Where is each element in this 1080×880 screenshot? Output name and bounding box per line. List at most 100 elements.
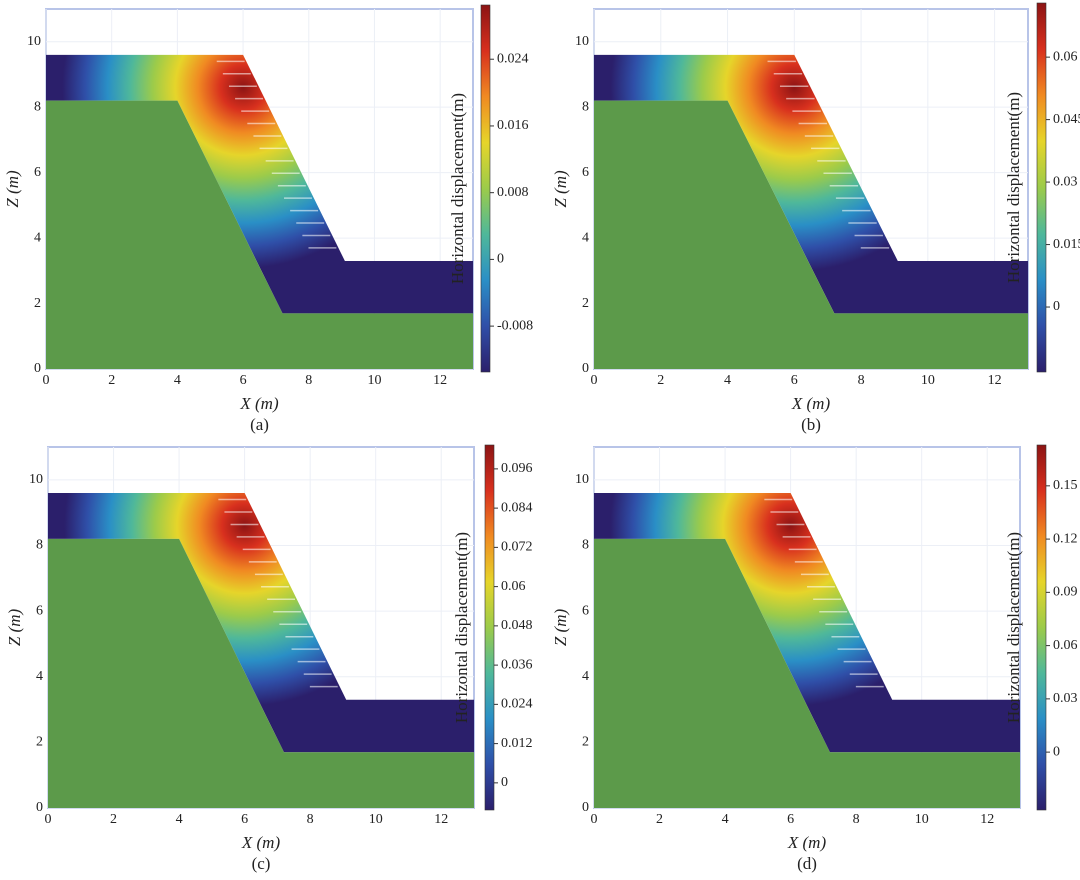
- colorbar-tick-label: 0.012: [501, 736, 533, 751]
- colorbar: [1036, 2, 1047, 373]
- x-tick-label: 2: [110, 812, 117, 827]
- colorbar-tick-label: 0.048: [501, 618, 533, 633]
- displaced-soil: [594, 492, 1020, 753]
- x-tick-label: 6: [241, 812, 248, 827]
- y-tick-label: 4: [582, 230, 589, 245]
- y-axis-label: Z (m): [551, 609, 570, 647]
- x-tick-label: 6: [240, 373, 247, 388]
- y-tick-label: 10: [575, 34, 589, 49]
- y-tick-label: 10: [27, 34, 41, 49]
- colorbar-label: Horizontal displacement(m): [448, 93, 467, 284]
- y-tick-label: 8: [36, 538, 43, 553]
- colorbar-tick-label: 0.12: [1053, 531, 1078, 546]
- caption: (c): [252, 854, 271, 873]
- y-tick-label: 8: [582, 99, 589, 114]
- colorbar-tick-label: 0.036: [501, 657, 533, 672]
- y-tick-label: 0: [582, 800, 589, 815]
- y-axis-label: Z (m): [5, 609, 24, 647]
- colorbar: [480, 4, 491, 373]
- x-tick-label: 8: [305, 373, 312, 388]
- x-tick-label: 12: [434, 812, 448, 827]
- x-tick-label: 6: [791, 373, 798, 388]
- x-axis-label: X (m): [241, 833, 281, 852]
- foundation: [594, 100, 1028, 370]
- y-tick-label: 4: [582, 669, 589, 684]
- x-tick-label: 8: [853, 812, 860, 827]
- foundation: [594, 538, 1020, 808]
- y-tick-label: 6: [582, 165, 589, 180]
- colorbar-tick-label: 0: [497, 252, 504, 267]
- x-tick-label: 0: [43, 373, 50, 388]
- y-axis-label: Z (m): [3, 170, 22, 208]
- x-tick-label: 2: [657, 373, 664, 388]
- y-axis-label: Z (m): [551, 170, 570, 208]
- colorbar-tick-label: 0.024: [501, 697, 533, 712]
- displaced-soil: [48, 492, 474, 753]
- x-axis-label: X (m): [791, 394, 831, 413]
- x-tick-label: 4: [722, 812, 729, 827]
- y-tick-label: 4: [34, 230, 41, 245]
- x-tick-label: 12: [988, 373, 1002, 388]
- y-tick-label: 6: [36, 603, 43, 618]
- y-tick-label: 2: [34, 296, 41, 311]
- caption: (b): [801, 415, 821, 434]
- x-tick-label: 0: [45, 812, 52, 827]
- x-tick-label: 8: [307, 812, 314, 827]
- colorbar-tick-label: 0.06: [1053, 49, 1078, 64]
- x-tick-label: 10: [369, 812, 383, 827]
- colorbar-tick-label: 0.072: [501, 540, 533, 555]
- colorbar-tick-label: 0: [501, 775, 508, 790]
- colorbar-label: Horizontal displacement(m): [452, 532, 471, 723]
- colorbar-tick-label: 0.09: [1053, 585, 1078, 600]
- colorbar-tick-label: 0.045: [1053, 112, 1080, 127]
- x-tick-label: 4: [176, 812, 183, 827]
- colorbar-tick-label: 0.06: [501, 579, 526, 594]
- foundation: [48, 538, 474, 808]
- colorbar-tick-label: 0: [1053, 744, 1060, 759]
- colorbar-tick-label: 0.096: [501, 461, 533, 476]
- displaced-soil: [46, 54, 473, 314]
- x-tick-label: 10: [915, 812, 929, 827]
- x-tick-label: 4: [724, 373, 731, 388]
- y-tick-label: 0: [582, 361, 589, 376]
- foundation: [46, 100, 473, 370]
- x-tick-label: 2: [656, 812, 663, 827]
- x-tick-label: 10: [367, 373, 381, 388]
- colorbar-tick-label: 0.15: [1053, 478, 1078, 493]
- displaced-soil: [594, 54, 1028, 314]
- colorbar-tick-label: 0: [1053, 299, 1060, 314]
- caption: (d): [797, 854, 817, 873]
- x-tick-label: 10: [921, 373, 935, 388]
- y-tick-label: 0: [34, 361, 41, 376]
- y-tick-label: 2: [582, 296, 589, 311]
- y-tick-label: 0: [36, 800, 43, 815]
- y-tick-label: 6: [34, 165, 41, 180]
- x-tick-label: 2: [108, 373, 115, 388]
- x-axis-label: X (m): [787, 833, 827, 852]
- colorbar-tick-label: 0.016: [497, 118, 529, 133]
- colorbar-tick-label: 0.008: [497, 185, 529, 200]
- caption: (a): [250, 415, 269, 434]
- colorbar-tick-label: 0.084: [501, 500, 533, 515]
- colorbar-tick-label: 0.015: [1053, 237, 1080, 252]
- y-tick-label: 8: [34, 99, 41, 114]
- colorbar-tick-label: -0.008: [497, 318, 533, 333]
- x-tick-label: 4: [174, 373, 181, 388]
- y-tick-label: 6: [582, 603, 589, 618]
- y-tick-label: 10: [575, 472, 589, 487]
- x-axis-label: X (m): [239, 394, 279, 413]
- x-tick-label: 12: [433, 373, 447, 388]
- colorbar-tick-label: 0.03: [1053, 691, 1078, 706]
- x-tick-label: 12: [980, 812, 994, 827]
- colorbar-tick-label: 0.024: [497, 51, 529, 66]
- y-tick-label: 2: [582, 735, 589, 750]
- y-tick-label: 4: [36, 669, 43, 684]
- x-tick-label: 8: [858, 373, 865, 388]
- x-tick-label: 6: [787, 812, 794, 827]
- colorbar-label: Horizontal displacement(m): [1004, 92, 1023, 283]
- colorbar: [1036, 444, 1047, 811]
- x-tick-label: 0: [591, 373, 598, 388]
- colorbar-tick-label: 0.03: [1053, 174, 1078, 189]
- y-tick-label: 10: [29, 472, 43, 487]
